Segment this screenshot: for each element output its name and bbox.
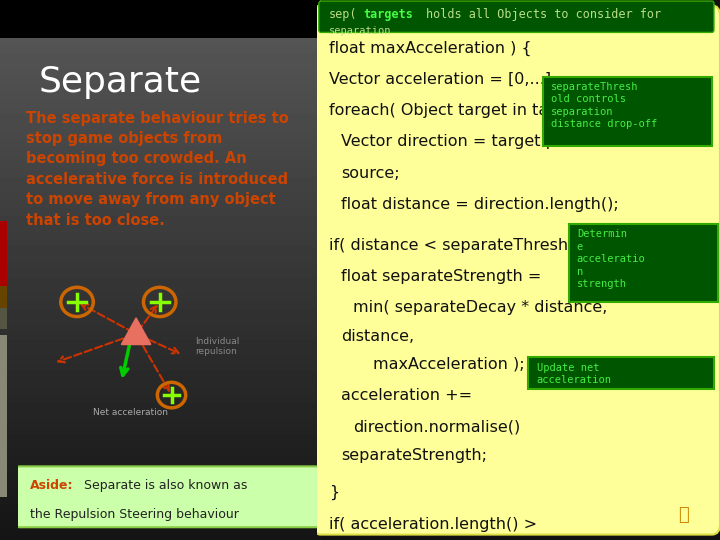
- Text: 🔈: 🔈: [678, 506, 689, 524]
- Text: if( acceleration.length() >: if( acceleration.length() >: [329, 517, 537, 531]
- Text: maxAcceleration );: maxAcceleration );: [373, 357, 525, 372]
- Bar: [0, 308, 7, 329]
- FancyBboxPatch shape: [15, 467, 320, 527]
- Bar: [0, 286, 7, 308]
- Text: Update net
acceleration: Update net acceleration: [536, 363, 611, 385]
- Text: The separate behaviour tries to
stop game objects from
becoming too crowded. An
: The separate behaviour tries to stop gam…: [26, 111, 289, 228]
- Text: Vector direction = target.position -: Vector direction = target.position -: [341, 134, 620, 150]
- Text: float maxAcceleration ) {: float maxAcceleration ) {: [329, 40, 531, 56]
- Bar: [0, 335, 7, 497]
- Text: Determin
e
acceleratio
n
strength: Determin e acceleratio n strength: [577, 230, 646, 289]
- Polygon shape: [121, 318, 151, 345]
- Text: separateThresh
old controls
separation
distance drop-off: separateThresh old controls separation d…: [551, 82, 657, 129]
- Bar: [0, 0, 320, 38]
- Bar: [0, 221, 7, 286]
- FancyBboxPatch shape: [528, 357, 714, 389]
- Text: if( distance < separateThreshold ) {: if( distance < separateThreshold ) {: [329, 238, 619, 253]
- Text: min( separateDecay * distance,: min( separateDecay * distance,: [353, 300, 608, 315]
- Text: sep(: sep(: [329, 8, 357, 21]
- Text: holds all Objects to consider for: holds all Objects to consider for: [426, 8, 661, 21]
- Text: the Repulsion Steering behaviour: the Repulsion Steering behaviour: [30, 509, 239, 522]
- Text: acceleration +=: acceleration +=: [341, 388, 472, 403]
- FancyBboxPatch shape: [543, 77, 712, 146]
- Text: distance,: distance,: [341, 329, 414, 343]
- Text: Separate: Separate: [38, 65, 202, 99]
- Text: direction.normalise(): direction.normalise(): [353, 420, 521, 435]
- FancyBboxPatch shape: [319, 1, 714, 32]
- Text: targets: targets: [363, 8, 413, 21]
- Text: Individual
repulsion: Individual repulsion: [195, 336, 240, 356]
- Text: separateStrength;: separateStrength;: [341, 448, 487, 463]
- FancyBboxPatch shape: [569, 224, 718, 302]
- Text: float distance = direction.length();: float distance = direction.length();: [341, 197, 618, 212]
- Text: Vector acceleration = [0,...];: Vector acceleration = [0,...];: [329, 72, 557, 87]
- Text: float separateStrength =: float separateStrength =: [341, 269, 541, 284]
- FancyBboxPatch shape: [312, 5, 720, 535]
- Text: Net acceleration: Net acceleration: [93, 408, 168, 417]
- Text: Aside:: Aside:: [30, 478, 73, 491]
- Text: foreach( Object target in targets ) {: foreach( Object target in targets ) {: [329, 103, 616, 118]
- Text: separation: separation: [329, 26, 392, 36]
- Text: source;: source;: [341, 166, 400, 181]
- Text: }: }: [329, 485, 339, 501]
- Text: Separate is also known as: Separate is also known as: [84, 478, 247, 491]
